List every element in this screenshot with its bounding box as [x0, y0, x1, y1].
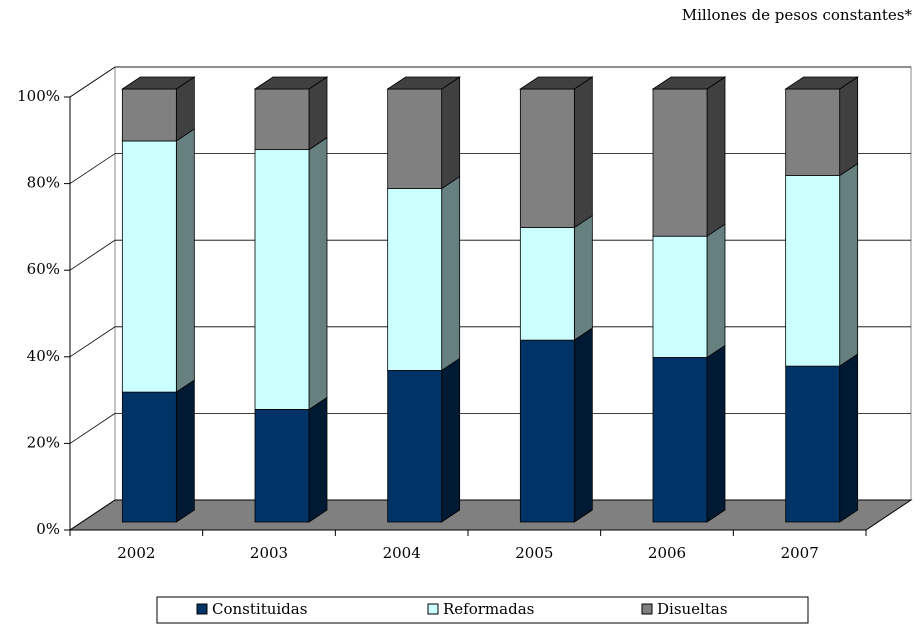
x-tick-label: 2007	[781, 544, 819, 562]
bar	[254, 409, 310, 523]
bar-side	[706, 76, 726, 237]
bar-side	[839, 76, 859, 177]
legend-swatch	[427, 603, 439, 615]
bar	[785, 88, 841, 176]
x-tick-label: 2003	[250, 544, 288, 562]
bar-side	[175, 128, 195, 393]
bar	[652, 88, 708, 237]
y-tick-label: 20%	[27, 433, 60, 451]
bar-top	[651, 76, 727, 90]
legend-label: Disueltas	[657, 600, 728, 618]
bar-side	[441, 357, 461, 523]
left-wall	[69, 66, 116, 531]
y-tick-label: 100%	[17, 87, 60, 105]
bar	[785, 365, 841, 523]
bar-side	[573, 214, 593, 341]
grid-line	[69, 326, 911, 358]
bar-side	[441, 175, 461, 372]
y-tick-label: 40%	[27, 347, 60, 365]
bar	[652, 357, 708, 523]
bar	[519, 339, 575, 523]
bar-side	[573, 76, 593, 229]
bar-side	[839, 353, 859, 523]
legend-swatch	[196, 603, 208, 615]
bar	[387, 370, 443, 523]
chart-subtitle: Millones de pesos constantes*	[682, 6, 913, 24]
bar-side	[706, 223, 726, 359]
x-tick-label: 2004	[383, 544, 421, 562]
bar	[121, 140, 177, 393]
bar	[387, 88, 443, 189]
grid-line	[69, 412, 911, 444]
bar-side	[441, 76, 461, 190]
bar-top	[784, 76, 859, 90]
x-tick-label: 2005	[515, 544, 553, 562]
grid-line	[69, 66, 911, 98]
bar	[254, 88, 310, 151]
bar-side	[308, 136, 328, 411]
floor	[68, 499, 913, 531]
y-tick-label: 60%	[27, 260, 60, 278]
bar	[254, 149, 310, 410]
bar	[652, 235, 708, 358]
y-tick-label: 80%	[27, 174, 60, 192]
x-tick-label: 2006	[648, 544, 686, 562]
bar-top	[386, 76, 461, 90]
legend-label: Reformadas	[443, 600, 534, 618]
y-tick-label: 0%	[36, 520, 60, 538]
bar-top	[519, 76, 594, 90]
bar	[387, 188, 443, 371]
bar-top	[121, 76, 196, 90]
bar	[121, 391, 177, 523]
bar-side	[308, 396, 328, 523]
bar-side	[175, 379, 195, 523]
legend-box	[156, 596, 809, 624]
grid-line	[69, 239, 911, 271]
grid-line	[69, 153, 911, 184]
bar	[519, 227, 575, 341]
legend-label: Constituidas	[212, 600, 307, 618]
bar	[121, 88, 177, 142]
bar	[785, 175, 841, 367]
x-tick-label: 2002	[117, 544, 155, 562]
bar-side	[573, 327, 593, 523]
bar-side	[308, 76, 328, 151]
bar-side	[706, 344, 726, 523]
bar-side	[839, 162, 859, 367]
bar	[519, 88, 575, 228]
legend-swatch	[641, 603, 653, 615]
bar-top	[253, 76, 329, 90]
